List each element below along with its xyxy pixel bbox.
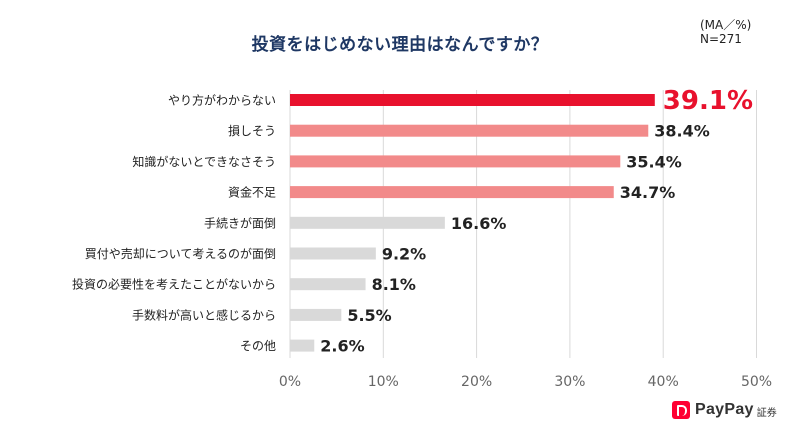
chart-title: 投資をはじめない理由はなんですか？ — [251, 35, 549, 55]
bar — [290, 278, 366, 291]
paypay-securities-logo: PayPay 証券 — [672, 400, 777, 420]
data-label: 34.7% — [620, 183, 676, 202]
x-tick-label: 10% — [368, 374, 399, 390]
x-tick-label: 20% — [461, 374, 492, 390]
logo-subtext: 証券 — [756, 407, 777, 419]
category-label: 知識がないとできなさそう — [132, 154, 276, 169]
category-label: その他 — [240, 339, 276, 353]
category-label: 買付や売却について考えるのが面倒 — [85, 246, 276, 261]
x-tick-label: 40% — [648, 374, 679, 390]
category-label: 手続きが面倒 — [204, 215, 276, 230]
data-label: 38.4% — [654, 122, 710, 141]
sample-size-note: N=271 — [700, 32, 742, 46]
bar — [290, 155, 621, 168]
logo-text: PayPay — [695, 401, 754, 418]
multiple-answer-note: (MA／%) — [700, 18, 752, 32]
data-label: 8.1% — [372, 275, 416, 294]
category-label: 資金不足 — [228, 185, 276, 200]
category-label: 手数料が高いと感じるから — [132, 307, 276, 322]
bar — [290, 94, 655, 106]
data-label: 5.5% — [347, 306, 391, 325]
data-label: 9.2% — [382, 245, 426, 264]
x-tick-label: 50% — [741, 374, 772, 390]
category-label: やり方がわからない — [168, 93, 276, 108]
x-tick-label: 0% — [279, 374, 301, 390]
data-label: 35.4% — [626, 152, 682, 171]
data-label: 39.1% — [663, 86, 753, 116]
category-label: 損しそう — [228, 123, 276, 138]
bar — [290, 247, 376, 260]
bar — [290, 186, 614, 199]
data-label: 2.6% — [320, 337, 364, 356]
x-tick-label: 30% — [554, 374, 585, 390]
bar — [290, 308, 342, 321]
paypay-logo-icon — [672, 401, 690, 419]
data-label: 16.6% — [451, 214, 507, 233]
bar — [290, 339, 315, 352]
bar — [290, 216, 445, 229]
category-label: 投資の必要性を考えたことがないから — [72, 277, 276, 292]
bar — [290, 124, 649, 137]
